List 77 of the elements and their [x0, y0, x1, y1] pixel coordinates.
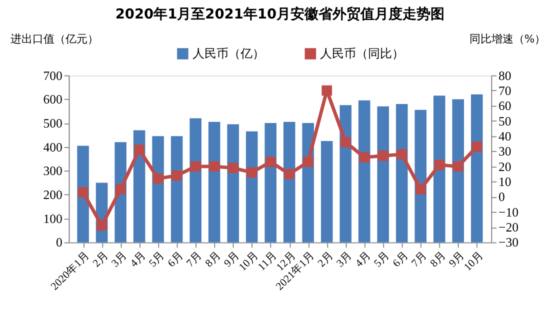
point: [434, 160, 445, 170]
y-tick-label: 100: [43, 212, 62, 226]
legend-label: 人民币（亿）: [192, 46, 265, 61]
bar: [246, 131, 258, 242]
point: [378, 150, 388, 161]
x-tick-label: 6月: [390, 250, 411, 270]
point: [115, 184, 126, 194]
bar: [340, 105, 352, 242]
y2-tick-label: 10: [498, 175, 512, 190]
y2-tick-label: −20: [498, 220, 518, 235]
point: [322, 85, 332, 96]
x-tick-label: 6月: [166, 250, 186, 270]
y2-tick-label: 70: [498, 84, 512, 98]
x-tick-label: 5月: [146, 250, 167, 270]
point: [452, 161, 464, 172]
point: [209, 161, 220, 172]
x-tick-label: 2月: [316, 250, 336, 270]
point: [359, 152, 370, 162]
point: [134, 144, 144, 155]
point: [396, 149, 407, 160]
y-tick-label: 200: [43, 188, 62, 202]
y-axis-title: 进出口值（亿元）: [10, 32, 98, 46]
point: [172, 170, 182, 181]
legend-label: 人民币（同比）: [320, 46, 404, 61]
x-tick-label: 7月: [184, 250, 204, 270]
bar: [227, 124, 239, 242]
bar: [264, 123, 276, 242]
y2-tick-label: 60: [498, 99, 512, 114]
bar: [320, 140, 333, 242]
bar: [470, 94, 483, 242]
point: [78, 187, 88, 198]
bar: [433, 96, 446, 242]
bar: [283, 122, 296, 242]
bar: [396, 104, 408, 242]
x-tick-label: 2月: [90, 250, 111, 270]
bar: [152, 136, 164, 242]
point: [96, 220, 107, 231]
y2-tick-label: 50: [498, 114, 512, 128]
y-tick-label: 500: [43, 116, 62, 130]
x-tick-label: 4月: [353, 250, 374, 270]
y2-tick-label: 0: [498, 190, 505, 204]
point: [265, 156, 276, 168]
point: [152, 173, 164, 184]
y2-axis-title: 同比增速（%）: [469, 32, 546, 46]
bar: [170, 136, 183, 242]
bar: [208, 122, 220, 242]
y-tick-label: 300: [43, 164, 62, 178]
x-tick-label: 5月: [372, 250, 392, 270]
bar: [190, 118, 202, 242]
x-tick-label: 4月: [128, 250, 148, 270]
x-tick-label: 3月: [334, 250, 354, 270]
point: [228, 162, 238, 174]
bar: [452, 99, 464, 242]
x-tick-label: 7月: [409, 250, 430, 270]
y2-tick-label: 80: [498, 68, 512, 83]
y-tick-label: 600: [43, 92, 62, 107]
y2-tick-label: −30: [498, 236, 518, 250]
y2-tick-label: 20: [498, 160, 512, 174]
point: [472, 142, 482, 152]
point: [246, 167, 257, 178]
y-tick-label: 700: [43, 68, 62, 83]
point: [284, 168, 294, 180]
point: [190, 161, 201, 172]
x-tick-label: 8月: [428, 250, 448, 270]
point: [415, 184, 426, 194]
chart-title: 2020年1月至2021年10月安徽省外贸值月度走势图: [115, 5, 445, 22]
y-tick-label: 400: [43, 140, 62, 154]
point: [302, 156, 314, 168]
y2-tick-label: 40: [498, 129, 512, 144]
x-tick-label: 8月: [203, 250, 224, 270]
bar: [377, 106, 389, 242]
point: [340, 136, 351, 148]
y2-tick-label: −10: [498, 205, 518, 220]
y-tick-label: 0: [56, 236, 62, 250]
y2-tick-label: 30: [498, 144, 512, 159]
x-tick-label: 3月: [109, 250, 130, 270]
bar: [358, 100, 370, 242]
